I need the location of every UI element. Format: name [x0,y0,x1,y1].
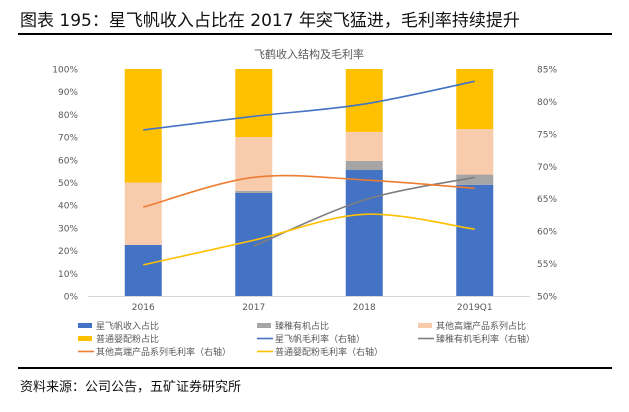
legend-label: 其他高端产品系列占比 [436,320,526,332]
left-axis-tick: 20% [58,247,78,257]
left-axis-tick: 10% [58,270,78,280]
bar-segment [456,69,494,130]
right-axis-tick: 60% [537,228,557,238]
left-axis-tick: 90% [58,88,78,98]
top-divider [18,33,612,35]
chart-title: 飞鹤收入结构及毛利率 [254,47,364,61]
bar-segment [124,182,162,245]
right-axis-tick: 85% [537,66,557,76]
x-axis-tick: 2018 [353,303,376,313]
bar-segment [124,244,162,296]
legend-label: 普通婴配粉占比 [96,333,159,345]
bar-segment [456,174,494,185]
margin-line [143,174,475,208]
bar-segment [235,137,273,191]
legend-label: 其他高端产品系列毛利率（右轴） [96,346,231,358]
right-axis-tick: 55% [537,260,557,270]
figure-title: 图表 195：星飞帆收入占比在 2017 年突飞猛进，毛利率持续提升 [20,11,520,31]
left-axis-tick: 60% [58,156,78,166]
legend-swatch [418,323,432,328]
bar-segment [235,192,273,296]
bar-segment [345,160,383,171]
margin-line [143,213,475,266]
legend-label: 星飞帆毛利率（右轴） [275,333,365,345]
left-axis-tick: 30% [58,224,78,234]
margin-line [143,80,475,131]
right-axis-tick: 50% [537,293,557,303]
bar-segment [456,184,494,296]
legend-swatch [78,323,92,328]
bar-segment [345,131,383,161]
margin-line [253,176,475,247]
right-axis-tick: 65% [537,195,557,205]
left-axis-tick: 70% [58,134,78,144]
left-axis-tick: 0% [64,293,79,303]
bar-segment [124,69,162,183]
left-axis-tick: 80% [58,111,78,121]
right-axis-tick: 75% [537,130,557,140]
right-axis-tick: 70% [537,163,557,173]
legend-label: 星飞帆收入占比 [96,320,159,332]
legend-label: 臻稚有机占比 [275,320,329,332]
legend-label: 普通婴配粉毛利率（右轴） [275,346,383,358]
x-axis-tick: 2019Q1 [457,303,493,313]
source-note: 资料来源：公司公告，五矿证券研究所 [20,380,242,395]
bottom-divider [18,367,612,369]
bar-segment [456,129,494,175]
x-axis-tick: 2016 [132,303,155,313]
left-axis-tick: 40% [58,202,78,212]
legend-swatch [78,336,92,341]
left-axis-tick: 100% [52,66,78,76]
x-axis-tick: 2017 [242,303,265,313]
bar-segment [345,69,383,132]
bar-segment [235,69,273,138]
right-axis-tick: 80% [537,98,557,108]
left-axis-tick: 50% [58,179,78,189]
legend-swatch [257,323,271,328]
legend-label: 臻稚有机毛利率（右轴） [436,333,535,345]
bar-segment [235,190,273,193]
bar-segment [345,170,383,296]
